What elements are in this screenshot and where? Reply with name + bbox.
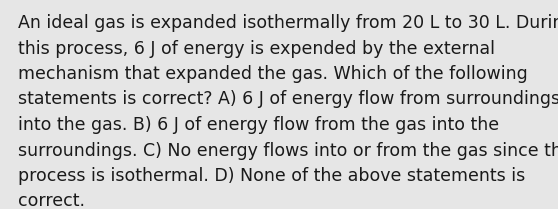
Text: mechanism that expanded the gas. Which of the following: mechanism that expanded the gas. Which o… — [18, 65, 528, 83]
Text: An ideal gas is expanded isothermally from 20 L to 30 L. During: An ideal gas is expanded isothermally fr… — [18, 14, 558, 32]
Text: this process, 6 J of energy is expended by the external: this process, 6 J of energy is expended … — [18, 40, 495, 57]
Text: statements is correct? A) 6 J of energy flow from surroundings: statements is correct? A) 6 J of energy … — [18, 90, 558, 108]
Text: surroundings. C) No energy flows into or from the gas since this: surroundings. C) No energy flows into or… — [18, 141, 558, 159]
Text: into the gas. B) 6 J of energy flow from the gas into the: into the gas. B) 6 J of energy flow from… — [18, 116, 499, 134]
Text: correct.: correct. — [18, 192, 85, 209]
Text: process is isothermal. D) None of the above statements is: process is isothermal. D) None of the ab… — [18, 167, 525, 185]
